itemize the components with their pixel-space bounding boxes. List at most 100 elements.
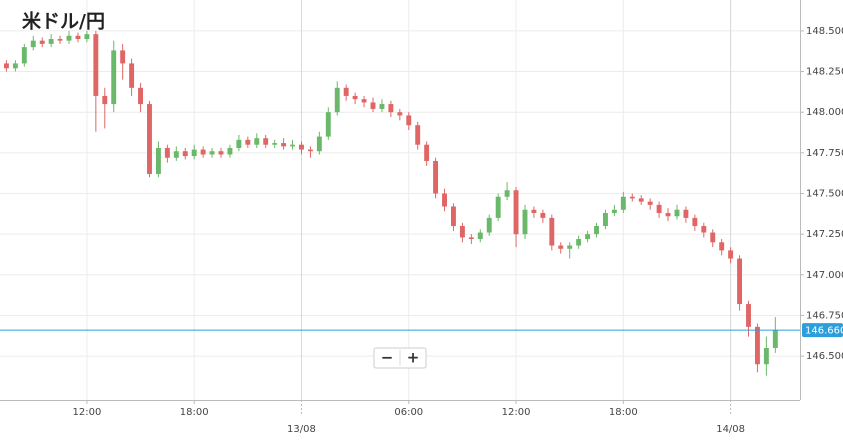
candle-body xyxy=(451,206,456,227)
y-tick-label: 146.750 xyxy=(806,310,843,321)
candle-body xyxy=(325,112,331,137)
candle-body xyxy=(361,99,367,103)
candle-body xyxy=(120,50,126,64)
candle-body xyxy=(218,151,224,155)
candle-body xyxy=(656,204,662,214)
y-tick-label: 147.750 xyxy=(806,148,843,159)
candle-body xyxy=(719,242,725,251)
candle-body xyxy=(647,201,653,205)
candle-body xyxy=(263,138,269,145)
candle-body xyxy=(191,149,197,157)
candle-body xyxy=(692,217,698,227)
candle-body xyxy=(495,196,501,218)
candle-body xyxy=(299,144,304,150)
candle-body xyxy=(272,143,278,145)
candle-body xyxy=(182,151,188,157)
zoom-controls: − + xyxy=(373,347,427,369)
candle-body xyxy=(66,35,72,41)
candle-body xyxy=(763,347,769,365)
candle-body xyxy=(683,209,689,218)
candle-body xyxy=(39,40,45,44)
candle-body xyxy=(486,217,492,233)
candle-body xyxy=(433,160,439,194)
candle-body xyxy=(200,149,206,155)
candle-body xyxy=(611,209,617,214)
y-tick-label: 148.250 xyxy=(806,67,843,78)
zoom-in-button[interactable]: + xyxy=(407,349,420,367)
candle-body xyxy=(397,112,403,116)
candle-body xyxy=(674,209,680,217)
x-tick-label: 06:00 xyxy=(394,407,423,418)
candle-body xyxy=(629,196,635,199)
candle-body xyxy=(334,87,340,113)
zoom-out-button[interactable]: − xyxy=(381,349,394,367)
candle-body xyxy=(522,209,528,235)
candle-body xyxy=(388,104,394,113)
candle-body xyxy=(370,102,376,109)
candle-body xyxy=(754,326,760,365)
candle-body xyxy=(594,226,599,235)
candle-body xyxy=(567,245,573,249)
candle-body xyxy=(307,149,313,152)
x-tick-label: 18:00 xyxy=(609,407,638,418)
y-tick-label: 147.000 xyxy=(806,270,843,281)
candle-body xyxy=(236,139,242,148)
candle-body xyxy=(602,213,608,227)
candle-body xyxy=(531,209,537,214)
candle-body xyxy=(746,304,751,327)
candle-body xyxy=(48,39,54,44)
candle-body xyxy=(84,34,90,40)
candle-body xyxy=(540,213,546,218)
candle-body xyxy=(585,234,591,240)
candle-body xyxy=(442,193,447,207)
candle-body xyxy=(12,63,18,69)
candle-body xyxy=(415,125,421,145)
candle-body xyxy=(710,232,716,243)
candle-body xyxy=(164,147,170,158)
candle-body xyxy=(30,40,36,48)
candle-body xyxy=(665,213,671,217)
candle-body xyxy=(209,151,215,155)
candle-body xyxy=(513,190,519,235)
candle-body xyxy=(254,138,260,145)
candle-body xyxy=(290,144,295,147)
candle-body xyxy=(227,147,233,155)
x-tick-label: 14/08 xyxy=(716,424,745,435)
candle-body xyxy=(504,190,510,197)
candle-body xyxy=(138,87,144,105)
candle-body xyxy=(424,144,430,161)
candle-body xyxy=(316,136,322,152)
y-tick-label: 147.500 xyxy=(806,188,843,199)
current-price-label: 146.660 xyxy=(805,326,843,337)
candle-body xyxy=(728,250,734,259)
candle-body xyxy=(93,34,99,96)
candle-body xyxy=(772,330,778,348)
x-tick-label: 12:00 xyxy=(72,407,101,418)
candle-body xyxy=(459,226,465,238)
y-tick-label: 148.000 xyxy=(806,107,843,118)
candle-body xyxy=(21,47,27,64)
current-price-badge xyxy=(802,323,843,338)
x-tick-label: 13/08 xyxy=(287,424,316,435)
candle-body xyxy=(102,95,108,105)
candle-body xyxy=(245,139,251,145)
candle-body xyxy=(468,237,474,240)
candle-body xyxy=(406,115,412,126)
x-tick-label: 12:00 xyxy=(502,407,531,418)
candle-body xyxy=(558,245,564,249)
candle-body xyxy=(173,151,179,158)
candle-body xyxy=(75,35,81,40)
y-tick-label: 148.500 xyxy=(806,26,843,37)
candle-body xyxy=(281,143,287,147)
y-tick-label: 146.500 xyxy=(806,351,843,362)
x-tick-label: 18:00 xyxy=(180,407,209,418)
candle-body xyxy=(147,104,152,174)
candle-body xyxy=(620,196,626,210)
candle-body xyxy=(352,95,358,100)
candle-body xyxy=(549,217,555,246)
chart-title: 米ドル/円 xyxy=(22,10,105,33)
y-tick-label: 147.250 xyxy=(806,229,843,240)
candle-body xyxy=(129,63,135,88)
